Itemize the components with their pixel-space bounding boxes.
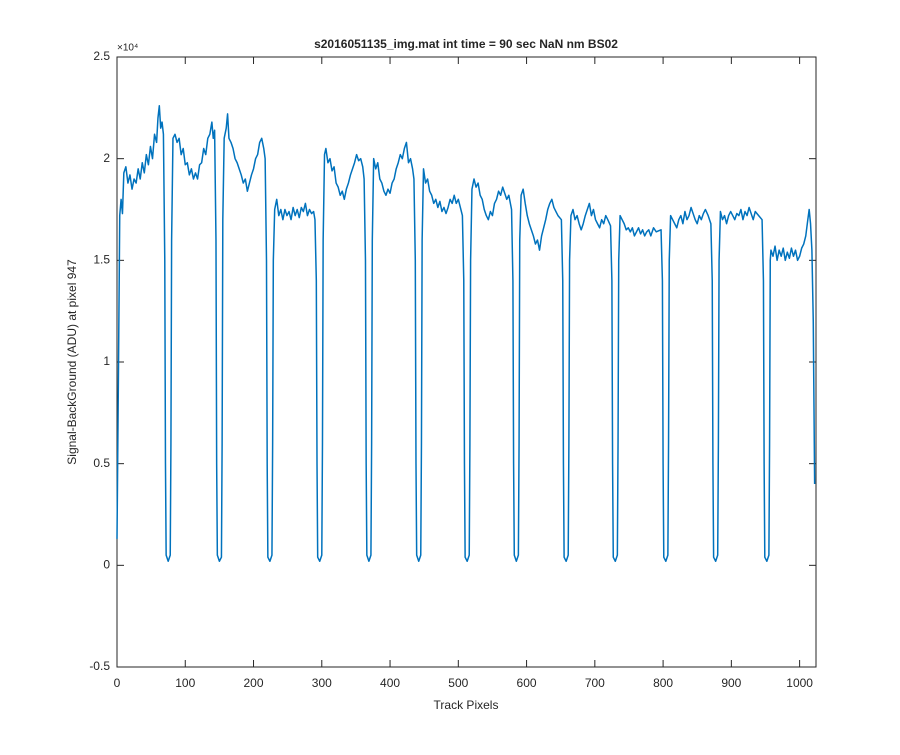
chart-title: s2016051135_img.mat int time = 90 sec Na… xyxy=(314,37,618,51)
x-tick-label: 0 xyxy=(114,676,121,690)
y-tick-label: 1.5 xyxy=(93,253,110,267)
x-tick-label: 700 xyxy=(585,676,605,690)
data-line xyxy=(116,105,816,563)
x-tick-label: 600 xyxy=(517,676,537,690)
y-tick-label: 0.5 xyxy=(93,456,110,470)
x-axis-label: Track Pixels xyxy=(434,698,499,712)
y-multiplier: ×10⁴ xyxy=(117,43,138,54)
x-tick-label: 300 xyxy=(312,676,332,690)
x-tick-label: 1000 xyxy=(786,676,813,690)
y-tick-label: 1 xyxy=(103,354,110,368)
x-tick-label: 200 xyxy=(244,676,264,690)
y-tick-label: 2.5 xyxy=(93,49,110,63)
y-axis-label: Signal-BackGround (ADU) at pixel 947 xyxy=(65,259,79,465)
plot-area xyxy=(116,56,817,668)
x-tick-label: 400 xyxy=(380,676,400,690)
x-tick-label: 800 xyxy=(653,676,673,690)
x-tick-label: 100 xyxy=(175,676,195,690)
x-tick-label: 500 xyxy=(448,676,468,690)
y-tick-label: 0 xyxy=(103,558,110,572)
y-tick-label: 2 xyxy=(103,151,110,165)
x-tick-label: 900 xyxy=(721,676,741,690)
y-tick-label: -0.5 xyxy=(89,659,110,673)
